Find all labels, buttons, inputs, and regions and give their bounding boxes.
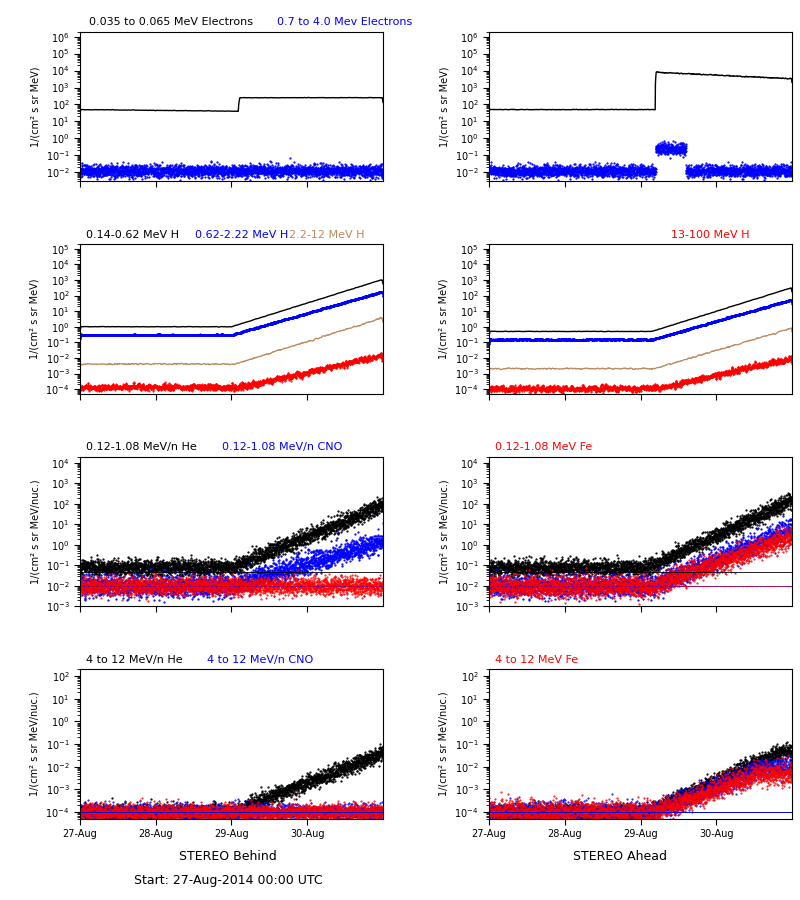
Y-axis label: 1/(cm² s sr MeV/nuc.): 1/(cm² s sr MeV/nuc.) — [30, 692, 40, 796]
Y-axis label: 1/(cm² s sr MeV): 1/(cm² s sr MeV) — [30, 279, 40, 359]
Y-axis label: 1/(cm² s sr MeV): 1/(cm² s sr MeV) — [439, 279, 449, 359]
Y-axis label: 1/(cm² s sr MeV): 1/(cm² s sr MeV) — [439, 66, 450, 147]
Text: 0.12-1.08 MeV Fe: 0.12-1.08 MeV Fe — [495, 442, 592, 452]
Text: 2.2-12 MeV H: 2.2-12 MeV H — [289, 230, 365, 239]
Text: 13-100 MeV H: 13-100 MeV H — [671, 230, 750, 239]
Text: 0.12-1.08 MeV/n He: 0.12-1.08 MeV/n He — [86, 442, 197, 452]
Text: STEREO Ahead: STEREO Ahead — [573, 850, 667, 862]
Text: 4 to 12 MeV/n CNO: 4 to 12 MeV/n CNO — [207, 655, 314, 665]
Y-axis label: 1/(cm² s sr MeV/nuc.): 1/(cm² s sr MeV/nuc.) — [439, 479, 449, 584]
Text: 0.62-2.22 MeV H: 0.62-2.22 MeV H — [195, 230, 288, 239]
Text: 4 to 12 MeV Fe: 4 to 12 MeV Fe — [495, 655, 578, 665]
Y-axis label: 1/(cm² s sr MeV/nuc.): 1/(cm² s sr MeV/nuc.) — [439, 692, 449, 796]
Text: 0.035 to 0.065 MeV Electrons: 0.035 to 0.065 MeV Electrons — [89, 17, 253, 27]
Text: 0.7 to 4.0 Mev Electrons: 0.7 to 4.0 Mev Electrons — [277, 17, 412, 27]
Text: 4 to 12 MeV/n He: 4 to 12 MeV/n He — [86, 655, 182, 665]
Text: 0.14-0.62 MeV H: 0.14-0.62 MeV H — [86, 230, 179, 239]
Y-axis label: 1/(cm² s sr MeV): 1/(cm² s sr MeV) — [30, 66, 40, 147]
Text: Start: 27-Aug-2014 00:00 UTC: Start: 27-Aug-2014 00:00 UTC — [134, 874, 322, 886]
Text: 0.12-1.08 MeV/n CNO: 0.12-1.08 MeV/n CNO — [222, 442, 342, 452]
Y-axis label: 1/(cm² s sr MeV/nuc.): 1/(cm² s sr MeV/nuc.) — [30, 479, 40, 584]
Text: STEREO Behind: STEREO Behind — [179, 850, 277, 862]
